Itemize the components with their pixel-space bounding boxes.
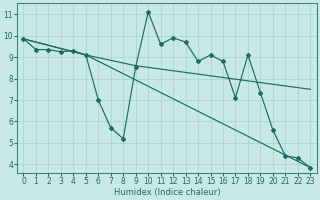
X-axis label: Humidex (Indice chaleur): Humidex (Indice chaleur) [114,188,220,197]
